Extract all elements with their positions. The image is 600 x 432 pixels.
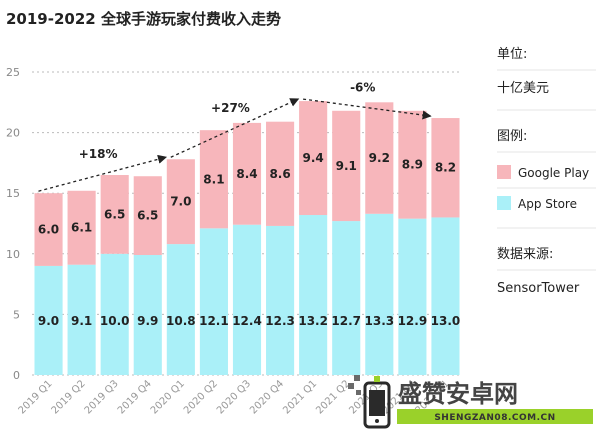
data-label: 13.3 bbox=[365, 314, 395, 328]
bar-segment-app-store bbox=[133, 255, 162, 375]
y-axis: 0 5 10 15 20 25 bbox=[6, 66, 20, 382]
x-tick-label: 2021 Q1 bbox=[281, 378, 319, 416]
x-tick-label: 2019 Q2 bbox=[50, 378, 88, 416]
bar-segment-google-play bbox=[67, 190, 96, 265]
data-label: 13.2 bbox=[298, 314, 328, 328]
bar-segment-app-store bbox=[398, 218, 427, 375]
source-label: 数据来源: bbox=[497, 247, 553, 262]
y-tick-label: 0 bbox=[13, 369, 20, 382]
data-label: 12.7 bbox=[331, 314, 361, 328]
x-tick-label: 2020 Q1 bbox=[149, 378, 187, 416]
bar-segment-google-play bbox=[365, 102, 394, 214]
data-label: 12.3 bbox=[265, 314, 295, 328]
data-labels: 9.0 6.0 9.1 6.1 10.0 6.5 9.9 6.5 10.8 7.0 12.1 8.1 1… bbox=[38, 151, 460, 328]
x-tick-label: 2019 Q1 bbox=[17, 378, 55, 416]
bar-segment-google-play bbox=[34, 193, 63, 266]
trend-annotation-label: +18% bbox=[79, 147, 118, 161]
watermark-url-band bbox=[397, 409, 593, 424]
bar-segment-app-store bbox=[365, 213, 394, 375]
data-label: 12.9 bbox=[398, 314, 428, 328]
bar-segment-google-play bbox=[398, 110, 427, 219]
bar-segment-app-store bbox=[166, 244, 195, 375]
bar-segment-google-play bbox=[299, 101, 328, 216]
x-tick-label: 2021 Q2 bbox=[314, 378, 352, 416]
data-label: 8.6 bbox=[269, 167, 290, 181]
bar-segment-google-play bbox=[166, 159, 195, 245]
legend-swatch-google-play bbox=[497, 165, 511, 179]
data-label: 9.4 bbox=[303, 151, 324, 165]
bars bbox=[34, 101, 460, 375]
trend-annotation-label: +27% bbox=[211, 101, 250, 115]
bar-segment-app-store bbox=[232, 224, 262, 375]
bar-segment-app-store bbox=[332, 221, 361, 375]
bar-segment-app-store bbox=[100, 253, 129, 375]
x-tick-label: 2019 Q3 bbox=[83, 378, 121, 416]
x-tick-label: 2020 Q2 bbox=[182, 378, 220, 416]
source-value: SensorTower bbox=[497, 281, 580, 296]
watermark-url: SHENGZAN08.COM.CN bbox=[434, 413, 555, 423]
data-label: 6.0 bbox=[38, 223, 59, 237]
data-label: 9.9 bbox=[137, 314, 158, 328]
y-tick-label: 10 bbox=[6, 248, 20, 261]
data-label: 9.1 bbox=[336, 159, 357, 173]
phone-logo-icon bbox=[348, 375, 391, 429]
bar-segment-app-store bbox=[67, 264, 96, 375]
data-label: 8.9 bbox=[402, 158, 423, 172]
bar-segment-google-play bbox=[199, 130, 228, 229]
y-tick-label: 15 bbox=[6, 187, 20, 200]
data-label: 13.0 bbox=[431, 314, 461, 328]
x-tick-label: 2019 Q4 bbox=[116, 378, 154, 416]
bar-segment-google-play bbox=[266, 121, 295, 226]
data-label: 8.1 bbox=[203, 172, 224, 186]
x-tick-label: 2020 Q3 bbox=[215, 378, 253, 416]
y-tick-label: 20 bbox=[6, 127, 20, 140]
bar-segment-google-play bbox=[431, 118, 460, 218]
trend-annotation-label: -6% bbox=[350, 81, 375, 95]
chart-title: 2019-2022 全球手游玩家付费收入走势 bbox=[6, 10, 281, 28]
legend-swatch-app-store bbox=[497, 196, 511, 210]
trend-annotations: +18% +27% -6% bbox=[38, 81, 432, 192]
data-label: 10.8 bbox=[166, 314, 196, 328]
watermark-text: 盛赞安卓网 bbox=[398, 380, 518, 408]
data-label: 6.5 bbox=[104, 207, 125, 221]
watermark-logo: 盛赞安卓网 SHENGZAN08.COM.CN bbox=[348, 375, 593, 429]
bar-segment-app-store bbox=[199, 228, 228, 375]
bar-segment-app-store bbox=[34, 265, 63, 375]
legend-item-app-store: App Store bbox=[518, 197, 577, 211]
data-label: 6.5 bbox=[137, 209, 158, 223]
data-label: 12.1 bbox=[199, 314, 229, 328]
legend-item-google-play: Google Play bbox=[518, 166, 589, 180]
y-tick-label: 5 bbox=[13, 308, 20, 321]
bar-segment-app-store bbox=[431, 217, 460, 375]
data-label: 10.0 bbox=[100, 314, 130, 328]
bar-segment-google-play bbox=[332, 110, 361, 222]
data-label: 6.1 bbox=[71, 221, 92, 235]
legend-label: 图例: bbox=[497, 129, 527, 144]
trend-arrow bbox=[170, 98, 300, 158]
bar-segment-google-play bbox=[133, 176, 162, 256]
data-label: 8.2 bbox=[435, 161, 456, 175]
data-label: 9.1 bbox=[71, 314, 92, 328]
unit-label: 单位: bbox=[497, 47, 527, 62]
y-tick-label: 25 bbox=[6, 66, 20, 79]
sidebar: 单位: 十亿美元 图例: Google Play App Store 数据来源:… bbox=[497, 47, 596, 296]
unit-value: 十亿美元 bbox=[497, 81, 549, 96]
bar-segment-google-play bbox=[232, 122, 262, 225]
data-label: 7.0 bbox=[170, 195, 191, 209]
x-tick-label: 2020 Q4 bbox=[248, 378, 286, 416]
data-label: 9.2 bbox=[369, 151, 390, 165]
bar-segment-app-store bbox=[299, 215, 328, 375]
trend-arrow bbox=[38, 154, 168, 192]
bar-segment-google-play bbox=[100, 175, 129, 254]
bar-segment-app-store bbox=[266, 225, 295, 375]
data-label: 8.4 bbox=[236, 167, 257, 181]
data-label: 9.0 bbox=[38, 314, 59, 328]
data-label: 12.4 bbox=[232, 314, 262, 328]
